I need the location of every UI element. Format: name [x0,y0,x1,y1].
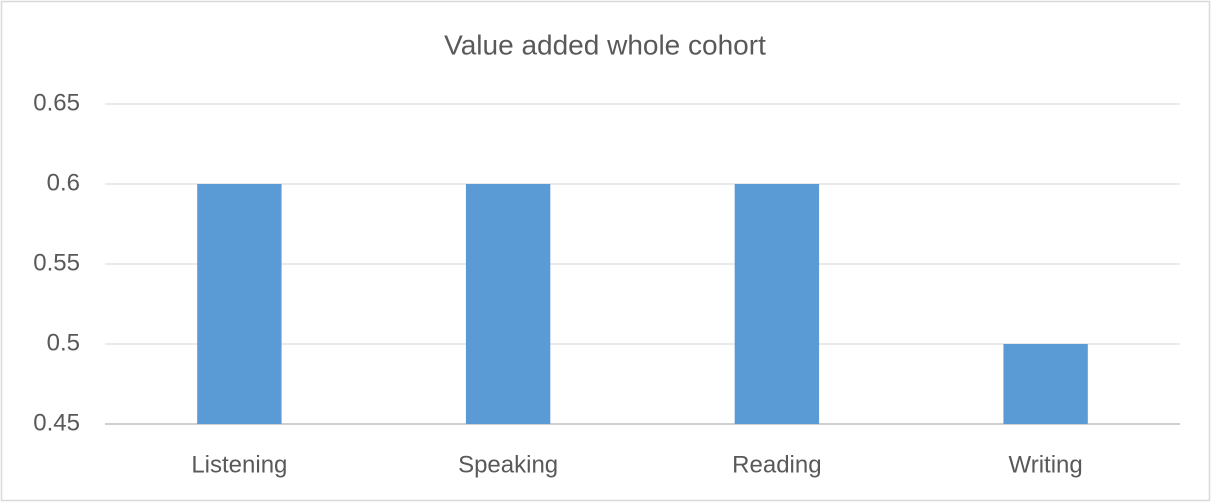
y-tick-label: 0.55 [33,249,80,276]
x-tick-label: Listening [191,451,287,478]
x-tick-label: Speaking [458,451,558,478]
bar [197,184,282,424]
y-tick-label: 0.65 [33,89,80,116]
x-tick-label: Writing [1009,451,1083,478]
x-tick-label: Reading [732,451,821,478]
bar [734,184,820,424]
chart-title: Value added whole cohort [444,29,766,60]
y-tick-label: 0.45 [33,409,80,436]
bar [465,184,551,424]
bar [1003,344,1088,424]
y-tick-label: 0.6 [47,169,80,196]
y-tick-label: 0.5 [47,329,80,356]
